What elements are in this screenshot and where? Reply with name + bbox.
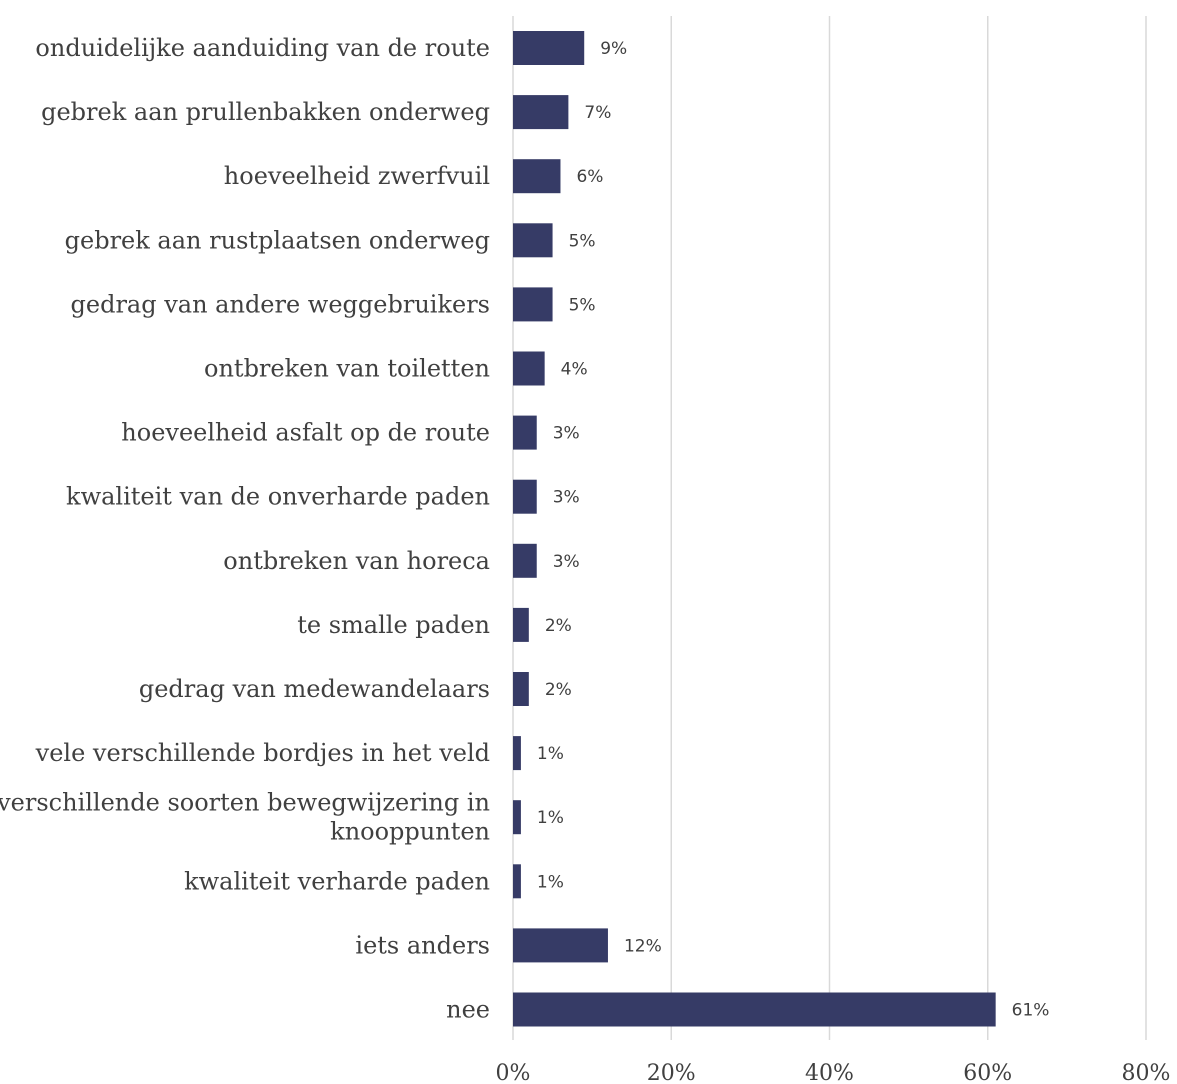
x-tick-label: 80% [1122, 1061, 1171, 1084]
data-labels: 9% 7% 6% 5% 5% 4% 3% 3% 3% 2% 2% 1% 1% 1% 12% 61% [537, 39, 1050, 1021]
data-label: 1% [537, 808, 564, 828]
bar [513, 607, 529, 642]
category-label-line: gedrag van andere weggebruikers [71, 290, 490, 318]
data-label: 2% [545, 680, 572, 700]
bar [513, 864, 521, 899]
category-label-line: nee [446, 996, 490, 1024]
category-label-line: knooppunten [330, 818, 490, 846]
bar [513, 415, 537, 450]
x-tick-label: 40% [805, 1061, 854, 1084]
bar [513, 928, 608, 963]
category-label-line: te smalle paden [297, 611, 490, 639]
data-label: 5% [569, 231, 596, 251]
category-label: vele verschillende bordjes in het veld [35, 739, 490, 767]
category-label-line: gebrek aan prullenbakken onderweg [41, 98, 490, 126]
data-label: 3% [553, 424, 580, 444]
x-tick-label: 60% [963, 1061, 1012, 1084]
category-label: gedrag van andere weggebruikers [71, 290, 490, 318]
category-label: kwaliteit van de onverharde paden [66, 483, 490, 511]
bar [513, 223, 553, 258]
bar [513, 479, 537, 514]
data-label: 5% [569, 295, 596, 315]
category-label: verschillende soorten bewegwijzering in k… [0, 789, 490, 846]
category-label-line: ontbreken van toiletten [204, 355, 490, 383]
data-label: 6% [576, 167, 603, 187]
data-label: 4% [561, 360, 588, 380]
x-axis-ticks: 0% 20% 40% 60% 80% [496, 1061, 1171, 1084]
category-label-line: iets anders [355, 931, 490, 959]
category-label-line: onduidelijke aanduiding van de route [35, 34, 490, 62]
bar [513, 736, 521, 771]
bars [513, 31, 996, 1027]
data-label: 61% [1012, 1001, 1050, 1021]
x-tick-label: 0% [496, 1061, 531, 1084]
category-label: ontbreken van toiletten [204, 355, 490, 383]
x-tick-label: 20% [647, 1061, 696, 1084]
category-label-line: hoeveelheid zwerfvuil [224, 162, 490, 190]
category-label-line: ontbreken van horeca [223, 547, 490, 575]
category-label-line: kwaliteit van de onverharde paden [66, 483, 490, 511]
category-label: hoeveelheid asfalt op de route [121, 419, 490, 447]
bar [513, 672, 529, 706]
category-label: hoeveelheid zwerfvuil [224, 162, 490, 190]
category-label: gebrek aan prullenbakken onderweg [41, 98, 490, 126]
category-label-line: verschillende soorten bewegwijzering in [0, 789, 490, 817]
bar [513, 31, 585, 65]
category-label-line: vele verschillende bordjes in het veld [35, 739, 490, 767]
bar [513, 992, 996, 1027]
bar [513, 351, 545, 386]
bar [513, 543, 537, 578]
data-label: 2% [545, 616, 572, 636]
data-label: 1% [537, 744, 564, 764]
data-label: 7% [584, 103, 611, 123]
category-label-line: kwaliteit verharde paden [184, 867, 490, 895]
category-label: gedrag van medewandelaars [139, 675, 490, 703]
bar [513, 800, 521, 835]
category-label: iets anders [355, 931, 490, 959]
gridlines [512, 16, 1147, 1040]
category-label: onduidelijke aanduiding van de route [35, 34, 490, 62]
data-label: 9% [600, 39, 627, 59]
category-label: gebrek aan rustplaatsen onderweg [65, 226, 490, 254]
data-label: 3% [553, 552, 580, 572]
category-label-line: gedrag van medewandelaars [139, 675, 490, 703]
data-label: 1% [537, 872, 564, 892]
category-label: te smalle paden [297, 611, 490, 639]
category-label-line: gebrek aan rustplaatsen onderweg [65, 226, 490, 254]
category-label-line: hoeveelheid asfalt op de route [121, 419, 490, 447]
category-labels: onduidelijke aanduiding van de route gebr… [0, 34, 490, 1024]
category-label: nee [446, 996, 490, 1024]
bar [513, 287, 553, 322]
data-label: 3% [553, 488, 580, 508]
category-label: kwaliteit verharde paden [184, 867, 490, 895]
data-label: 12% [624, 936, 662, 956]
bar [513, 95, 569, 130]
category-label: ontbreken van horeca [223, 547, 490, 575]
bar [513, 159, 561, 194]
